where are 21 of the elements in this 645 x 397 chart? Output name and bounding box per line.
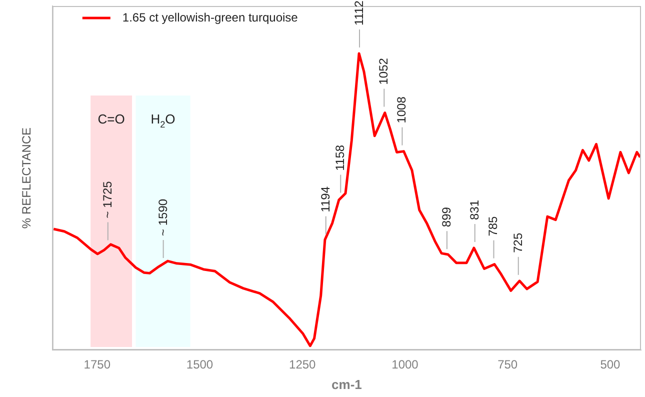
annotation: 1194 xyxy=(318,186,332,212)
x-tick-label: 1500 xyxy=(186,358,214,372)
annotation: 1158 xyxy=(333,144,348,171)
x-tick-label: 1250 xyxy=(289,358,316,372)
x-tick-label: 1750 xyxy=(84,358,111,372)
annotation: ~ 1725 xyxy=(100,180,114,218)
x-axis-title: cm-1 xyxy=(332,376,362,392)
annotation: 1112 xyxy=(352,0,366,26)
x-tick-label: 500 xyxy=(600,358,621,372)
annotation: 1052 xyxy=(376,58,391,85)
y-axis-title: % REFLECTANCE xyxy=(20,127,34,229)
annotation: ~ 1590 xyxy=(156,198,170,236)
annotation: 899 xyxy=(439,206,454,228)
x-tick-label: 750 xyxy=(498,358,518,372)
annotation: 1008 xyxy=(394,96,409,124)
annotation: 831 xyxy=(467,200,482,220)
annotation: 785 xyxy=(486,216,500,236)
x-tick-label: 1000 xyxy=(392,358,419,372)
annotation: 725 xyxy=(510,232,525,253)
legend-label: 1.65 ct yellowish-green turquoise xyxy=(122,10,298,24)
band-label: C=O xyxy=(98,111,125,126)
